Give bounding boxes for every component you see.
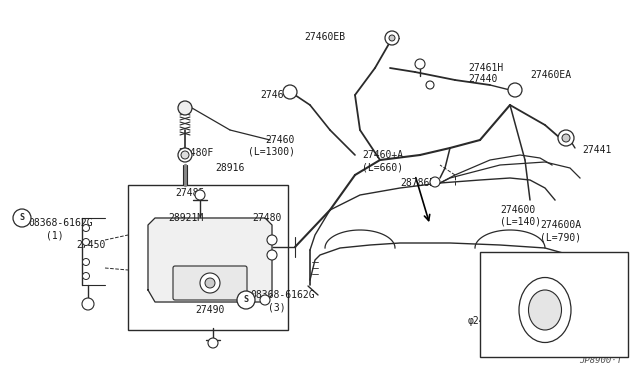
Circle shape bbox=[178, 101, 192, 115]
Text: (L=140): (L=140) bbox=[500, 217, 541, 227]
Text: 27480F: 27480F bbox=[178, 148, 213, 158]
Circle shape bbox=[267, 235, 277, 245]
Circle shape bbox=[181, 151, 189, 159]
Text: (L=660): (L=660) bbox=[362, 162, 403, 172]
Circle shape bbox=[260, 295, 270, 305]
FancyBboxPatch shape bbox=[173, 266, 247, 300]
Text: REAR WIPERLESS: REAR WIPERLESS bbox=[498, 258, 580, 268]
Text: (3): (3) bbox=[268, 302, 285, 312]
Text: φ18: φ18 bbox=[590, 293, 607, 303]
Text: (L=790): (L=790) bbox=[540, 232, 581, 242]
Text: 27441: 27441 bbox=[582, 145, 611, 155]
Circle shape bbox=[267, 250, 277, 260]
Circle shape bbox=[83, 259, 90, 266]
Text: JP8900·T: JP8900·T bbox=[579, 356, 622, 365]
Text: S: S bbox=[243, 295, 248, 305]
Text: 28786N: 28786N bbox=[400, 178, 435, 188]
Text: 274600A: 274600A bbox=[540, 220, 581, 230]
Text: 27490: 27490 bbox=[195, 305, 225, 315]
Circle shape bbox=[195, 190, 205, 200]
Circle shape bbox=[208, 338, 218, 348]
Text: 27485: 27485 bbox=[175, 188, 204, 198]
Bar bbox=[128, 185, 288, 330]
Ellipse shape bbox=[529, 290, 561, 330]
Circle shape bbox=[283, 85, 297, 99]
Text: 28921M: 28921M bbox=[168, 213, 204, 223]
Circle shape bbox=[508, 83, 522, 97]
Circle shape bbox=[83, 273, 90, 279]
Circle shape bbox=[237, 291, 255, 309]
Circle shape bbox=[178, 148, 192, 162]
Text: 08368-6162G: 08368-6162G bbox=[28, 218, 93, 228]
Circle shape bbox=[558, 130, 574, 146]
Text: 27460EA: 27460EA bbox=[530, 70, 571, 80]
Circle shape bbox=[200, 273, 220, 293]
Text: 27460E: 27460E bbox=[260, 90, 296, 100]
Circle shape bbox=[205, 278, 215, 288]
Circle shape bbox=[82, 298, 94, 310]
Text: 27461H: 27461H bbox=[468, 63, 503, 73]
Circle shape bbox=[389, 35, 395, 41]
Text: 27450: 27450 bbox=[76, 240, 106, 250]
Circle shape bbox=[430, 177, 440, 187]
Bar bbox=[480, 252, 628, 357]
Circle shape bbox=[415, 59, 425, 69]
Text: (L=1300): (L=1300) bbox=[248, 147, 295, 157]
Circle shape bbox=[562, 134, 570, 142]
Text: 27460+A: 27460+A bbox=[362, 150, 403, 160]
Circle shape bbox=[83, 238, 90, 246]
Circle shape bbox=[13, 209, 31, 227]
Text: 28916: 28916 bbox=[215, 163, 244, 173]
Text: 27440: 27440 bbox=[468, 74, 497, 84]
Text: 274600: 274600 bbox=[500, 205, 535, 215]
Text: 28984N: 28984N bbox=[510, 270, 545, 280]
Circle shape bbox=[385, 31, 399, 45]
Text: 27480: 27480 bbox=[252, 213, 282, 223]
Circle shape bbox=[83, 224, 90, 231]
Text: 27460: 27460 bbox=[266, 135, 295, 145]
Polygon shape bbox=[148, 218, 272, 302]
Text: S: S bbox=[19, 214, 24, 222]
Text: φ24: φ24 bbox=[468, 316, 486, 326]
Circle shape bbox=[426, 81, 434, 89]
Ellipse shape bbox=[519, 278, 571, 343]
Text: (1): (1) bbox=[46, 230, 63, 240]
Text: 08368-6162G: 08368-6162G bbox=[250, 290, 315, 300]
Text: 27460EB: 27460EB bbox=[304, 32, 345, 42]
